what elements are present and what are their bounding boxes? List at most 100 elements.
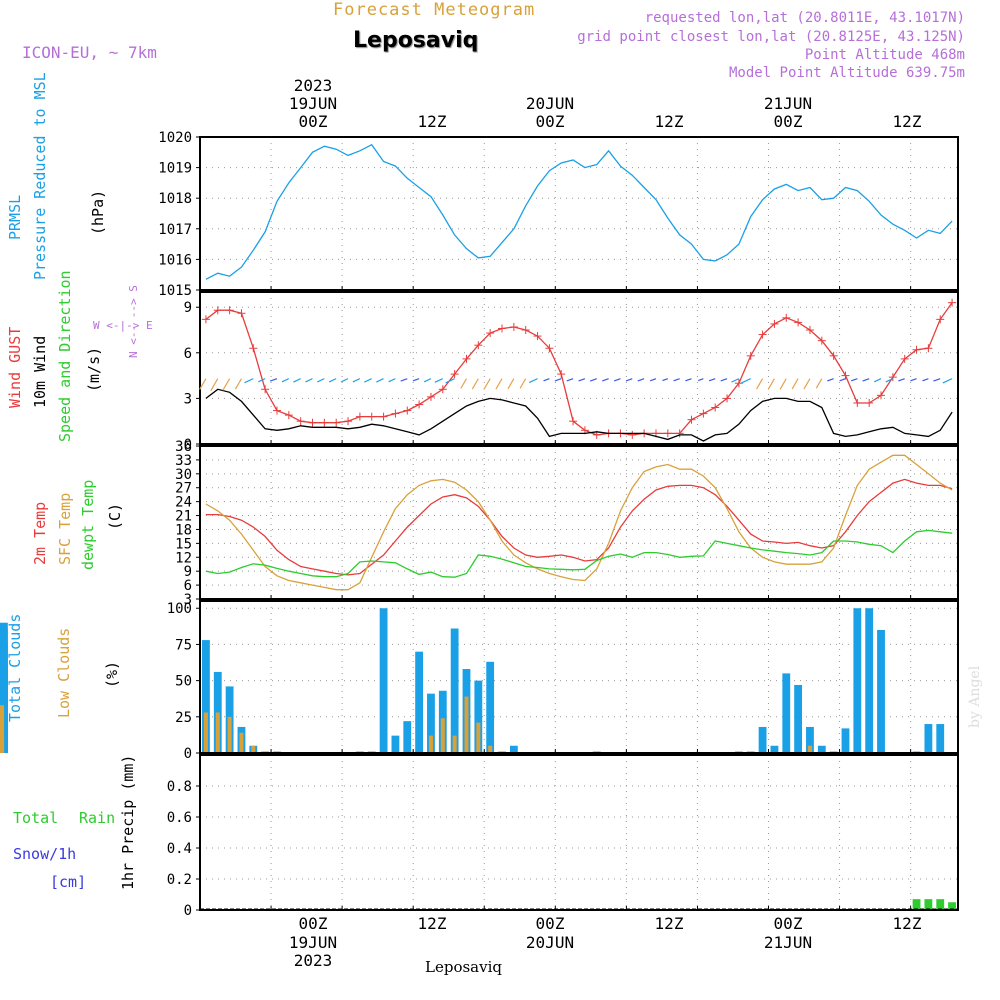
bar-total-clouds — [770, 745, 779, 753]
wind-arrow — [543, 378, 550, 382]
y-tick-label: 100 — [167, 601, 192, 617]
wind-arrow — [779, 378, 787, 390]
bar-low-clouds — [428, 735, 433, 753]
wind-arrow — [673, 378, 680, 382]
bottom-date: 21JUN — [763, 933, 813, 952]
bar-total-clouds — [391, 735, 400, 753]
rain-label: Rain — [79, 809, 116, 827]
bar-total-clouds — [0, 642, 8, 753]
y-tick-label: 3 — [184, 592, 192, 608]
y-tick-label: 3 — [184, 391, 192, 407]
y-tick-label: 1018 — [158, 191, 192, 207]
model-label: ICON-EU, ~ 7km — [22, 43, 157, 62]
bar-low-clouds — [464, 696, 469, 753]
series-line-10m-wind — [205, 388, 953, 442]
bar-low-clouds — [0, 705, 5, 753]
wind-arrow — [791, 378, 799, 390]
bar-low-clouds — [452, 735, 457, 753]
bottom-hour: 00Z — [535, 914, 565, 933]
wind-arrow — [423, 378, 432, 383]
bar-total-rain — [948, 902, 956, 910]
y-tick-label: 1016 — [158, 252, 192, 268]
top-date: 21JUN — [763, 94, 813, 113]
wind-arrow — [910, 378, 917, 382]
bar-total-clouds — [794, 684, 803, 753]
y-tick-label: 24 — [175, 495, 192, 511]
wind-arrow — [199, 378, 207, 390]
bar-total-clouds — [806, 726, 814, 753]
series-line-dewpt-temp — [205, 529, 953, 578]
wind-arrow — [649, 378, 657, 382]
bar-low-clouds — [476, 722, 481, 753]
y-tick-label: 50 — [175, 674, 192, 690]
y-tick-label: 1019 — [158, 161, 192, 177]
snow-label: Snow/1h — [13, 845, 77, 863]
top-hour: 12Z — [417, 112, 447, 131]
bottom-hour: 00Z — [298, 914, 328, 933]
requested-coords: requested lon,lat (20.8011E, 43.1017N) — [644, 10, 965, 26]
location-title: Leposaviq — [353, 28, 479, 53]
wind-arrow — [328, 378, 337, 383]
wind-arrow — [827, 378, 834, 382]
wind-arrow — [613, 378, 621, 382]
wind-arrow — [507, 378, 515, 390]
top-hour: 12Z — [892, 112, 922, 131]
wind-arrow — [460, 378, 468, 389]
bar-low-clouds — [488, 745, 493, 753]
wind-arrow — [554, 378, 562, 382]
bar-total-rain — [924, 899, 933, 910]
bar-total-rain — [912, 899, 921, 910]
wind-arrow — [767, 378, 775, 390]
wind-arrow — [528, 378, 538, 384]
wind-arrow — [364, 378, 372, 383]
wind-arrow — [625, 378, 633, 382]
panel-frame-precip — [199, 754, 959, 911]
wind-arrow — [602, 378, 609, 382]
wind-arrow — [258, 378, 266, 383]
bar-total-clouds — [782, 673, 791, 753]
wind-arrow — [434, 378, 444, 383]
wind-arrow — [708, 378, 716, 382]
grid-point-coords: grid point closest lon,lat (20.8125E, 43… — [577, 29, 965, 45]
y-tick-label: 12 — [175, 550, 192, 566]
wind-arrow — [222, 378, 231, 391]
wind-arrow — [210, 378, 219, 392]
panel-frame-wind — [199, 291, 959, 445]
y-tick-label: 21 — [175, 509, 192, 525]
bar-total-clouds — [877, 629, 885, 753]
bar-total-rain — [936, 899, 945, 910]
wind-arrow — [803, 378, 811, 390]
bottom-date: 19JUN — [288, 933, 338, 952]
wind-arrow — [685, 378, 692, 382]
wind-arrow — [933, 378, 941, 382]
bar-total-clouds — [379, 608, 388, 753]
bar-total-clouds — [486, 661, 495, 753]
y-tick-label: 0.2 — [167, 872, 192, 888]
wind-arrow — [244, 378, 254, 384]
wind-arrow — [352, 378, 361, 383]
panel-frame-pressure — [199, 136, 959, 291]
wind-arrow — [942, 378, 953, 384]
y-tick-label: 15 — [175, 536, 192, 552]
wind-arrow — [471, 378, 479, 390]
top-year: 2023 — [293, 76, 333, 95]
wind-arrow — [662, 378, 669, 382]
top-hour: 12Z — [654, 112, 684, 131]
series-line-2m-temp — [205, 478, 953, 576]
wind-arrow — [388, 378, 396, 383]
y-tick-label: 6 — [184, 578, 192, 594]
series-line-prmsl — [205, 143, 953, 280]
top-hour: 00Z — [535, 112, 565, 131]
top-hour: 00Z — [298, 112, 328, 131]
y-tick-label: 18 — [175, 522, 192, 538]
y-tick-label: 0 — [184, 437, 192, 453]
y-tick-label: 25 — [175, 710, 192, 726]
wind-arrow — [885, 378, 894, 383]
series-line-sfc-temp — [205, 454, 953, 591]
y-tick-label: 75 — [175, 637, 192, 653]
bar-total-clouds — [427, 693, 435, 753]
wind-arrow — [412, 378, 420, 382]
bar-total-clouds — [817, 745, 826, 753]
wind-arrow — [922, 378, 929, 382]
y-tick-label: 0 — [184, 903, 192, 919]
